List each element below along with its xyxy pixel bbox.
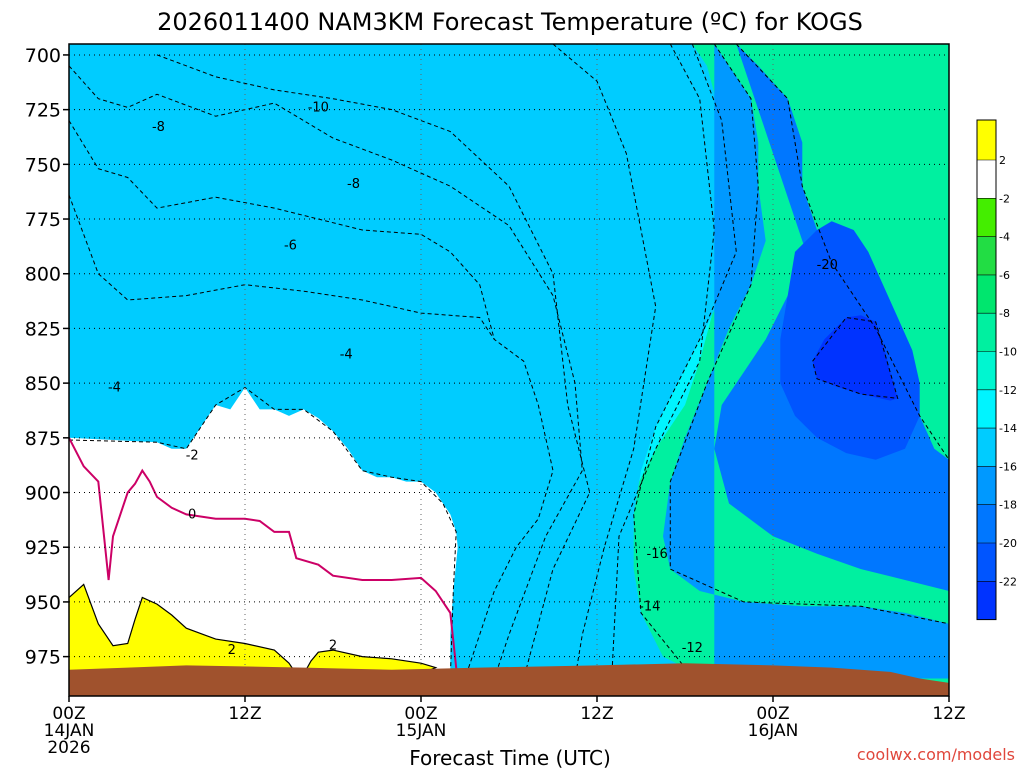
contour-line--20: [735, 44, 949, 460]
colorbar-tick-label: 2: [999, 154, 1006, 167]
ground-terrain: [69, 663, 949, 696]
y-tick-label: 975: [25, 647, 61, 669]
colorbar-tick-label: -16: [999, 460, 1017, 473]
contour-label: 2: [329, 639, 337, 654]
contour-line--22: [812, 316, 899, 399]
region-minus-16-to-minus-18: [663, 44, 949, 679]
y-tick-label: 925: [25, 537, 61, 559]
region-above-2: [69, 584, 436, 679]
y-tick-label: 950: [25, 592, 61, 614]
x-tick-label: 00Z: [756, 704, 789, 724]
x-axis-title: Forecast Time (UTC): [409, 746, 611, 768]
contour-label: -4: [340, 348, 353, 363]
region-below-minus-22: [812, 315, 898, 401]
colorbar-swatch: [977, 274, 996, 314]
colorbar-swatch: [977, 198, 996, 237]
x-tick-label: 12Z: [932, 704, 965, 724]
colorbar-tick-label: -6: [999, 269, 1010, 282]
colorbar-tick-label: -12: [999, 384, 1017, 397]
x-tick-label: 15JAN: [396, 721, 447, 741]
freezing-line: [69, 437, 459, 679]
x-tick-label: 14JAN: [44, 721, 95, 741]
plot-area: -10-8-8-6-4-4-202 2-20-16-14-12: [68, 43, 950, 697]
plot-layers: -10-8-8-6-4-4-202 2-20-16-14-12: [69, 44, 949, 696]
x-tick-label: 16JAN: [748, 721, 799, 741]
contour-line--10: [156, 54, 591, 679]
contour-line--2: [69, 386, 457, 679]
contour-label: -8: [152, 120, 165, 135]
contour-label: 0: [188, 507, 196, 522]
colorbar-swatch: [977, 389, 996, 429]
contour-label: -8: [347, 177, 360, 192]
contour-line--16: [633, 44, 737, 668]
contour-label: -6: [284, 238, 297, 253]
contour-line--4: [69, 194, 554, 679]
colorbar-swatch: [977, 160, 996, 199]
contour-label: -4: [108, 381, 121, 396]
contour-label: -14: [639, 599, 660, 614]
colorbar-tick-label: -18: [999, 499, 1017, 512]
y-tick-label: 725: [25, 100, 61, 122]
colorbar-swatch: [977, 543, 996, 582]
colorbar-tick-label: -4: [999, 231, 1010, 244]
colorbar-swatch: [977, 581, 996, 620]
contour-label: -16: [647, 547, 668, 562]
y-tick-label: 750: [25, 154, 61, 176]
colorbar-tick-label: -14: [999, 422, 1017, 435]
colorbar-swatch: [977, 428, 996, 467]
axes: 70072575077580082585087590092595097500Z1…: [25, 45, 966, 758]
contour-line--14: [611, 44, 715, 679]
contour-line--12: [552, 44, 657, 679]
colorbar-tick-label: -8: [999, 307, 1010, 320]
x-tick-label: 00Z: [404, 704, 437, 724]
contour-label: -2: [186, 448, 199, 463]
plot-frame: [68, 43, 950, 697]
y-tick-label: 900: [25, 483, 61, 505]
colorbar-tick-label: -22: [999, 575, 1017, 588]
colorbar-tick-label: -20: [999, 537, 1017, 550]
colorbar-swatch: [977, 351, 996, 390]
y-tick-label: 825: [25, 318, 61, 340]
x-tick-label: 00Z: [52, 704, 85, 724]
y-tick-label: 700: [25, 45, 61, 67]
contour-line--8: [69, 65, 583, 679]
colorbar-swatch: [977, 236, 996, 275]
chart-title: 2026011400 NAM3KM Forecast Temperature (…: [157, 8, 863, 36]
contour-line--6: [69, 120, 495, 340]
colorbar-tick-label: -10: [999, 346, 1017, 359]
colorbar-swatch: [977, 466, 996, 505]
x-tick-label: 2026: [47, 738, 90, 758]
contour-label: -12: [682, 641, 703, 656]
watermark: coolwx.com/models: [857, 745, 1015, 764]
colorbar: 2 -2 -4 -6 -8 -10 -12 -14 -16 -18 -20 -22: [976, 119, 1017, 621]
y-tick-label: 875: [25, 428, 61, 450]
colorbar-swatch: [977, 313, 996, 352]
contour-label: -10: [308, 100, 329, 115]
x-tick-label: 12Z: [228, 704, 261, 724]
colorbar-swatch: [977, 504, 996, 543]
contour-label: -20: [817, 258, 838, 273]
colorbar-tick-label: -2: [999, 192, 1010, 205]
x-tick-label: 12Z: [580, 704, 613, 724]
y-tick-label: 800: [25, 264, 61, 286]
colorbar-swatch: [977, 120, 996, 160]
region-minus-2-to-2: [69, 387, 458, 679]
y-tick-label: 775: [25, 209, 61, 231]
contour-label: 2: [228, 643, 236, 658]
contour-line-2: [69, 583, 438, 675]
colorbar-frame: [976, 119, 997, 621]
y-tick-label: 850: [25, 373, 61, 395]
